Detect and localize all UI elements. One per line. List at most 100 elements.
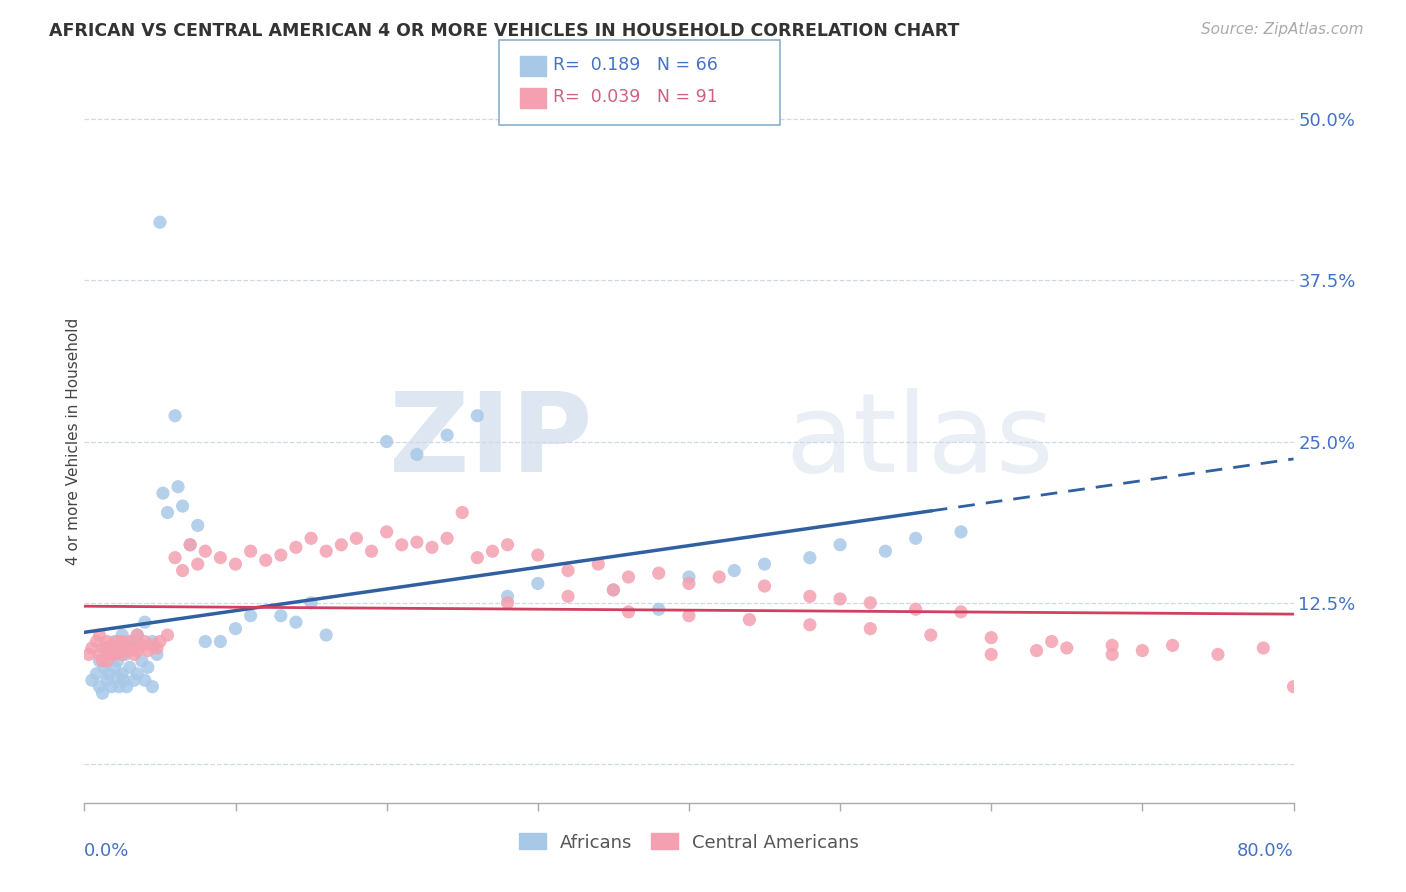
Central Americans (1282, 680, 1305, 694)
Africans (799, 550, 821, 565)
Central Americans (738, 613, 761, 627)
Central Americans (481, 544, 503, 558)
Africans (187, 518, 209, 533)
Africans (114, 648, 136, 662)
Africans (118, 640, 141, 655)
Central Americans (149, 634, 172, 648)
Central Americans (146, 640, 169, 655)
Central Americans (617, 605, 640, 619)
Central Americans (111, 648, 134, 662)
Central Americans (115, 643, 138, 657)
Central Americans (678, 608, 700, 623)
Central Americans (194, 544, 217, 558)
Africans (121, 634, 143, 648)
Central Americans (270, 548, 292, 562)
Central Americans (602, 582, 624, 597)
Africans (146, 648, 169, 662)
Africans (830, 538, 852, 552)
Africans (754, 557, 776, 571)
Text: 80.0%: 80.0% (1237, 842, 1294, 860)
Africans (194, 634, 217, 648)
Central Americans (557, 590, 579, 604)
Central Americans (97, 643, 120, 657)
Text: Source: ZipAtlas.com: Source: ZipAtlas.com (1201, 22, 1364, 37)
Africans (723, 564, 745, 578)
Africans (285, 615, 308, 630)
Central Americans (1130, 643, 1153, 657)
Central Americans (617, 570, 640, 584)
Africans (100, 648, 122, 662)
Africans (134, 615, 156, 630)
Africans (141, 680, 163, 694)
Central Americans (496, 596, 519, 610)
Central Americans (122, 648, 145, 662)
Central Americans (209, 550, 232, 565)
Africans (375, 434, 398, 449)
Central Americans (830, 591, 852, 606)
Text: R=  0.039   N = 91: R= 0.039 N = 91 (553, 88, 717, 106)
Central Americans (360, 544, 382, 558)
Africans (467, 409, 489, 423)
Text: R=  0.189   N = 66: R= 0.189 N = 66 (553, 56, 717, 74)
Legend: Africans, Central Americans: Africans, Central Americans (512, 826, 866, 859)
Central Americans (451, 506, 474, 520)
Africans (875, 544, 897, 558)
Africans (225, 622, 247, 636)
Africans (96, 640, 118, 655)
Central Americans (77, 648, 100, 662)
Central Americans (285, 541, 308, 555)
Central Americans (980, 648, 1002, 662)
Central Americans (100, 639, 122, 653)
Africans (156, 506, 179, 520)
Africans (122, 673, 145, 688)
Africans (131, 654, 153, 668)
Africans (111, 666, 134, 681)
Central Americans (299, 531, 322, 545)
Central Americans (134, 634, 156, 648)
Africans (527, 576, 550, 591)
Central Americans (436, 531, 458, 545)
Central Americans (1161, 639, 1184, 653)
Africans (104, 660, 127, 674)
Africans (239, 608, 262, 623)
Central Americans (80, 640, 103, 655)
Central Americans (141, 639, 163, 653)
Central Americans (346, 531, 368, 545)
Text: ZIP: ZIP (389, 388, 592, 495)
Central Americans (91, 654, 114, 668)
Central Americans (104, 648, 127, 662)
Africans (315, 628, 337, 642)
Africans (100, 680, 122, 694)
Central Americans (391, 538, 413, 552)
Central Americans (131, 639, 153, 653)
Africans (172, 499, 194, 513)
Central Americans (648, 566, 671, 581)
Africans (602, 582, 624, 597)
Central Americans (406, 535, 429, 549)
Africans (152, 486, 174, 500)
Central Americans (100, 648, 122, 662)
Africans (270, 608, 292, 623)
Central Americans (950, 605, 973, 619)
Africans (136, 660, 159, 674)
Africans (91, 686, 114, 700)
Africans (97, 666, 120, 681)
Africans (134, 673, 156, 688)
Africans (678, 570, 700, 584)
Africans (118, 660, 141, 674)
Africans (96, 673, 118, 688)
Central Americans (165, 550, 187, 565)
Central Americans (121, 640, 143, 655)
Central Americans (127, 628, 149, 642)
Africans (104, 634, 127, 648)
Central Americans (1253, 640, 1275, 655)
Africans (179, 538, 201, 552)
Central Americans (920, 628, 942, 642)
Africans (80, 673, 103, 688)
Africans (115, 680, 138, 694)
Africans (107, 669, 129, 683)
Central Americans (179, 538, 201, 552)
Central Americans (467, 550, 489, 565)
Central Americans (1040, 634, 1063, 648)
Africans (89, 654, 111, 668)
